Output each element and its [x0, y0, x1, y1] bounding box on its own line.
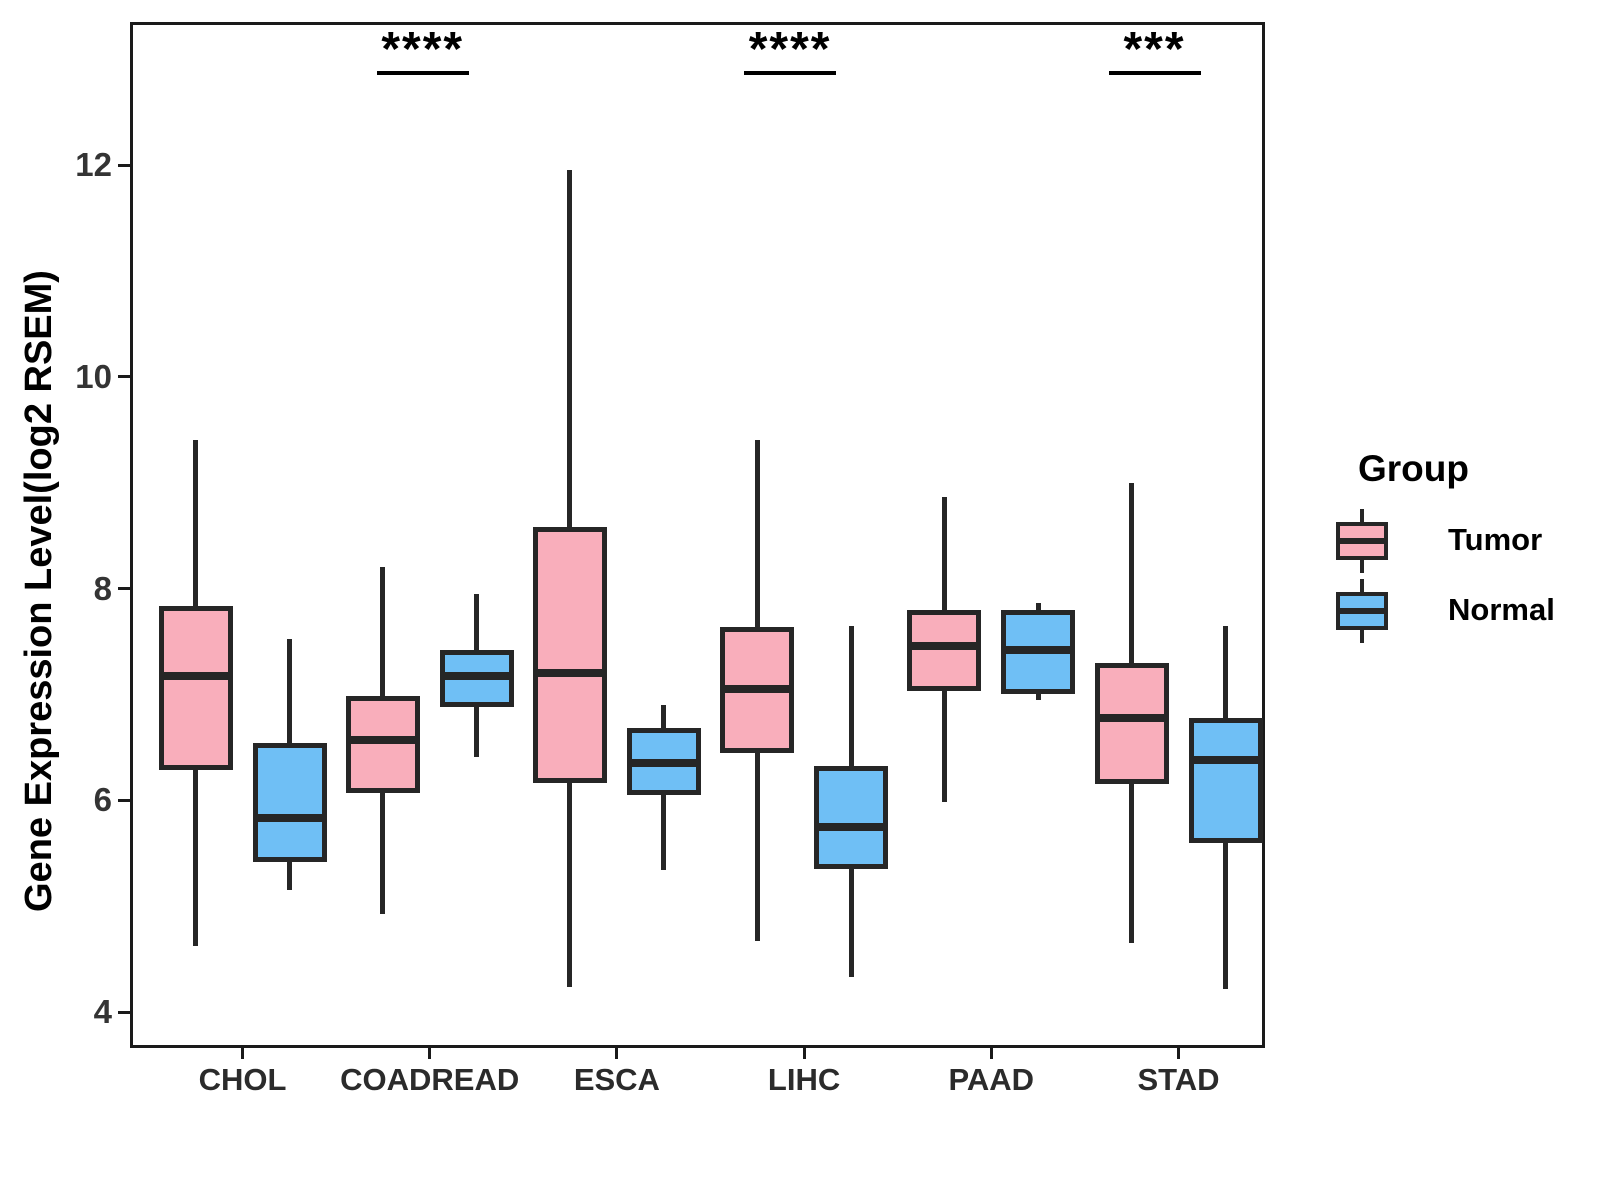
upper-whisker-tumor-chol	[193, 440, 198, 609]
lower-whisker-tumor-esca	[567, 781, 573, 987]
lower-whisker-tumor-lihc	[754, 750, 760, 942]
lower-whisker-tumor-stad	[1129, 782, 1134, 944]
x-tick-mark	[989, 1048, 993, 1059]
lower-whisker-normal-chol	[287, 859, 292, 891]
lower-whisker-normal-esca	[661, 792, 667, 871]
lower-whisker-normal-paad	[1035, 692, 1041, 700]
significance-stars-lihc: ****	[748, 23, 832, 76]
legend-key-median-normal	[1336, 608, 1388, 614]
median-tumor-stad	[1094, 713, 1169, 722]
median-normal-coadread	[439, 672, 514, 681]
median-normal-paad	[1001, 645, 1076, 654]
median-tumor-coadread	[345, 735, 420, 744]
significance-stars-coadread: ****	[381, 23, 465, 76]
upper-whisker-tumor-esca	[567, 170, 573, 530]
median-normal-chol	[252, 814, 327, 823]
significance-bar-stad	[1108, 71, 1201, 75]
lower-whisker-normal-lihc	[848, 867, 854, 978]
legend-key-median-tumor	[1336, 538, 1388, 544]
box-tumor-coadread	[345, 696, 420, 793]
legend-label-normal: Normal	[1448, 592, 1555, 627]
y-tick-mark	[118, 163, 130, 167]
box-tumor-paad	[907, 609, 982, 692]
upper-whisker-tumor-coadread	[380, 567, 386, 699]
x-tick-mark	[615, 1048, 619, 1059]
median-tumor-lihc	[720, 685, 795, 694]
x-tick-label: ESCA	[573, 1062, 660, 1097]
significance-bar-lihc	[744, 71, 837, 75]
legend-label-tumor: Tumor	[1448, 522, 1543, 557]
y-tick-label: 6	[93, 781, 112, 819]
upper-whisker-tumor-paad	[941, 497, 947, 612]
box-normal-chol	[252, 743, 327, 862]
box-tumor-stad	[1094, 662, 1169, 785]
legend-key-upper-whisker-normal	[1360, 579, 1364, 592]
upper-whisker-normal-esca	[661, 704, 667, 731]
x-tick-mark	[1177, 1048, 1180, 1059]
median-tumor-esca	[532, 669, 607, 678]
legend-title: Group	[1358, 448, 1469, 489]
median-normal-lihc	[814, 822, 889, 831]
upper-whisker-tumor-lihc	[754, 440, 760, 629]
lower-whisker-tumor-paad	[941, 689, 947, 803]
x-tick-mark	[241, 1048, 244, 1059]
lower-whisker-tumor-chol	[193, 767, 198, 947]
upper-whisker-normal-stad	[1223, 625, 1228, 720]
y-axis-title: Gene Expression Level(log2 RSEM)	[18, 270, 60, 912]
x-tick-mark	[428, 1048, 432, 1059]
x-tick-label: PAAD	[948, 1062, 1035, 1097]
x-tick-label: STAD	[1137, 1062, 1220, 1097]
y-tick-label: 10	[75, 357, 112, 395]
x-tick-label: LIHC	[767, 1062, 841, 1097]
y-tick-label: 4	[93, 993, 112, 1030]
median-normal-stad	[1188, 756, 1263, 765]
y-tick-mark	[118, 587, 130, 590]
lower-whisker-normal-stad	[1223, 840, 1228, 989]
box-tumor-chol	[158, 606, 233, 770]
significance-bar-coadread	[376, 71, 469, 75]
x-tick-label: COADREAD	[340, 1062, 520, 1097]
median-tumor-chol	[158, 672, 233, 681]
median-normal-esca	[626, 759, 701, 768]
lower-whisker-tumor-coadread	[380, 790, 386, 914]
y-tick-label: 12	[75, 146, 112, 183]
y-tick-mark	[118, 1010, 130, 1014]
upper-whisker-normal-lihc	[848, 625, 854, 769]
upper-whisker-normal-chol	[287, 639, 292, 746]
box-normal-lihc	[814, 766, 889, 870]
legend-key-lower-whisker-normal	[1360, 630, 1364, 643]
x-tick-mark	[802, 1048, 806, 1059]
upper-whisker-tumor-stad	[1129, 482, 1134, 665]
lower-whisker-normal-coadread	[474, 705, 480, 757]
legend: Group Tumor Normal	[1330, 448, 1600, 658]
median-tumor-paad	[907, 641, 982, 650]
legend-key-lower-whisker-tumor	[1360, 560, 1364, 573]
legend-key-upper-whisker-tumor	[1360, 509, 1364, 522]
plot-panel	[130, 22, 1265, 1048]
significance-stars-stad: ***	[1123, 23, 1186, 76]
y-tick-label: 8	[93, 569, 112, 607]
y-tick-mark	[118, 798, 130, 802]
upper-whisker-normal-paad	[1035, 603, 1041, 612]
upper-whisker-normal-coadread	[474, 593, 480, 652]
x-tick-label: CHOL	[198, 1062, 287, 1097]
y-tick-mark	[118, 375, 130, 379]
box-normal-stad	[1188, 717, 1263, 843]
box-tumor-esca	[532, 527, 607, 784]
